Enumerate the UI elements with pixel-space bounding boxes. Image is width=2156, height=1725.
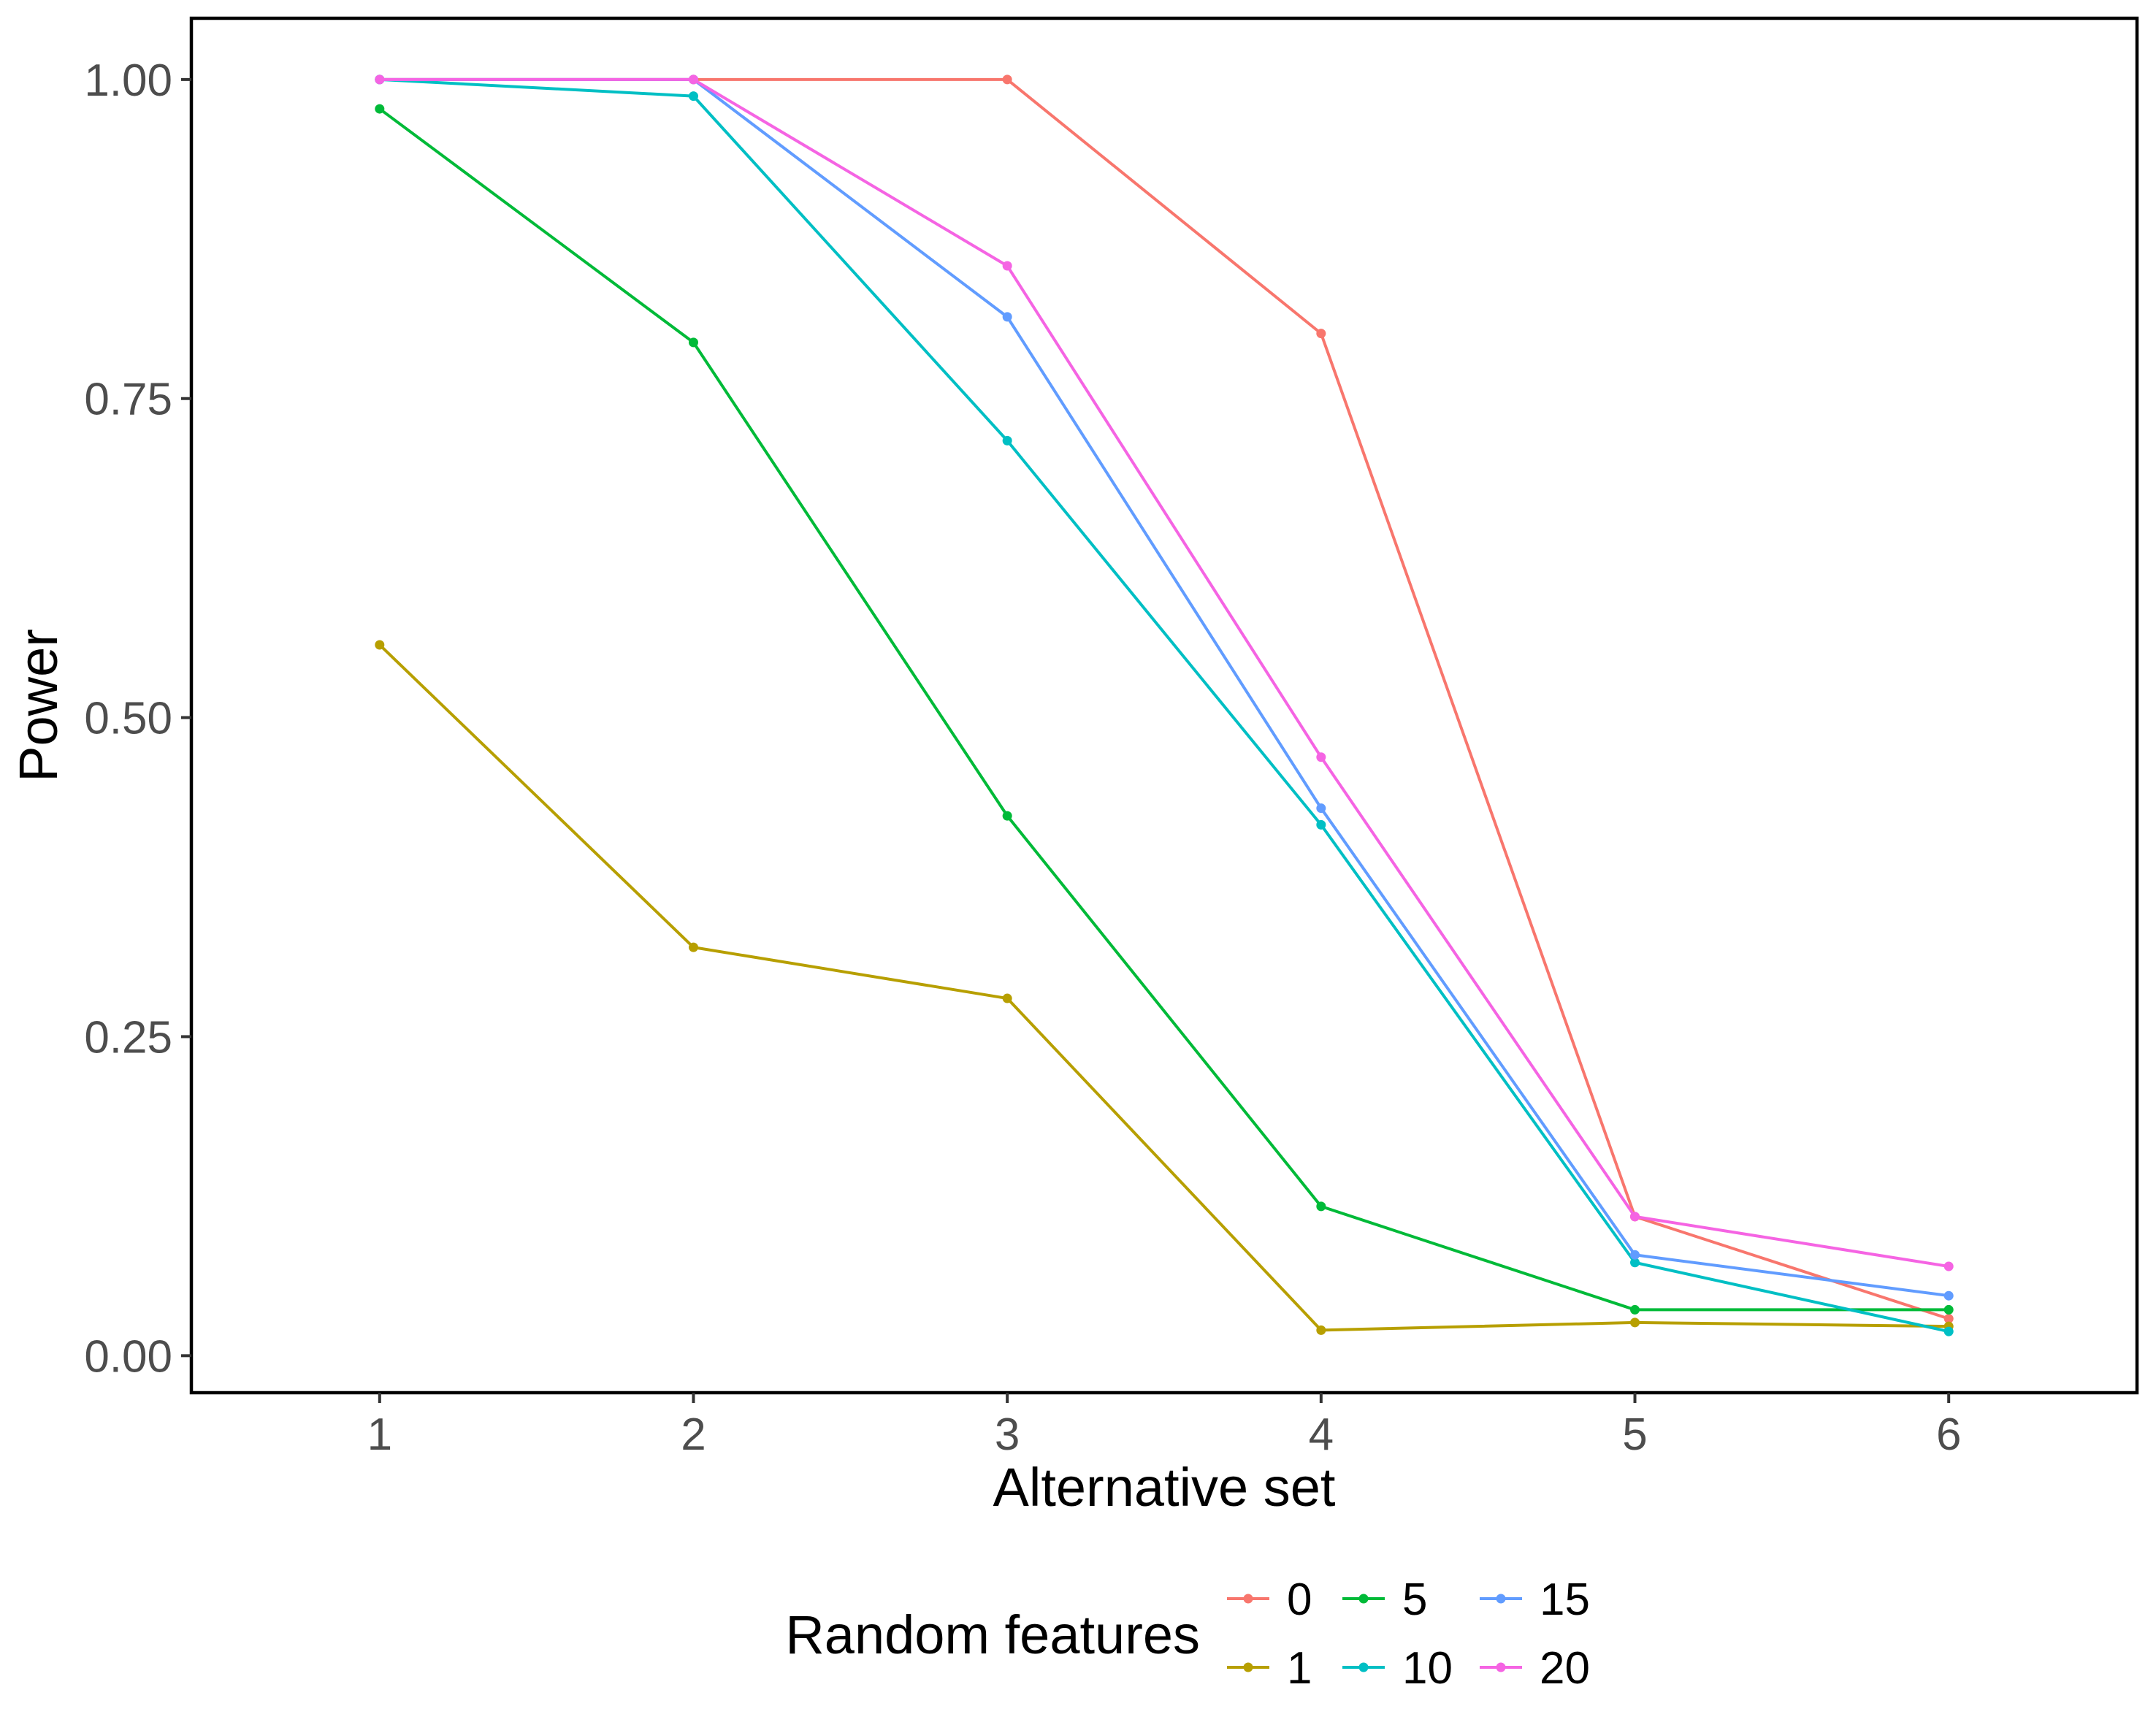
data-point: [1316, 803, 1326, 814]
data-point: [1943, 1326, 1954, 1336]
legend-item: 15: [1480, 1575, 1590, 1625]
legend-label: 20: [1540, 1643, 1590, 1694]
y-axis: 0.00 0.25 0.50 0.75 1.00: [84, 56, 191, 1382]
data-point: [375, 74, 385, 85]
y-tick-label: 1.00: [84, 56, 172, 106]
legend-item: 10: [1342, 1643, 1453, 1694]
data-point: [1943, 1304, 1954, 1315]
y-axis-title: Power: [8, 629, 69, 782]
series-line: [378, 643, 1949, 1332]
data-point: [1316, 1201, 1326, 1212]
x-axis: 1 2 3 4 5 6: [367, 1393, 1961, 1460]
series-line: [378, 107, 1949, 1312]
data-point: [688, 74, 698, 85]
data-point: [688, 337, 698, 348]
data-point: [688, 942, 698, 952]
data-point: [1630, 1250, 1640, 1260]
legend-label: 1: [1287, 1643, 1312, 1694]
data-point: [1316, 752, 1326, 762]
x-tick-label: 4: [1309, 1410, 1334, 1460]
legend-key-point: [1358, 1594, 1369, 1604]
x-axis-title: Alternative set: [993, 1457, 1336, 1518]
data-point: [1316, 819, 1326, 830]
data-point: [1002, 811, 1012, 821]
legend-key-point: [1496, 1594, 1506, 1604]
legend-item: 1: [1227, 1643, 1312, 1694]
x-tick-label: 1: [367, 1410, 392, 1460]
data-point: [688, 91, 698, 102]
data-point: [1630, 1212, 1640, 1222]
data-point: [1002, 435, 1012, 445]
series-5: [375, 104, 1954, 1315]
series-layer: [375, 74, 1954, 1336]
legend-item: 5: [1342, 1575, 1427, 1625]
legend-item: 0: [1227, 1575, 1312, 1625]
data-point: [1002, 312, 1012, 322]
plot-panel-border: [189, 16, 2139, 1395]
data-point: [1002, 74, 1012, 85]
series-line: [379, 77, 1949, 1334]
legend-title: Random features: [785, 1604, 1200, 1665]
data-point: [375, 104, 385, 114]
legend-key-point: [1243, 1662, 1253, 1672]
x-tick-label: 6: [1936, 1410, 1961, 1460]
legend-key-point: [1496, 1662, 1506, 1672]
legend-label: 15: [1540, 1575, 1590, 1625]
y-tick-label: 0.75: [84, 375, 172, 425]
legend-item: 20: [1480, 1643, 1590, 1694]
legend-key-point: [1358, 1662, 1369, 1672]
data-point: [1943, 1290, 1954, 1301]
y-tick-label: 0.50: [84, 694, 172, 744]
legend-key-point: [1243, 1594, 1253, 1604]
data-point: [1630, 1304, 1640, 1315]
y-tick-label: 0.00: [84, 1331, 172, 1382]
legend-label: 5: [1402, 1575, 1427, 1625]
data-point: [1002, 993, 1012, 1003]
x-tick-label: 2: [681, 1410, 706, 1460]
data-point: [1943, 1261, 1954, 1271]
series-20: [375, 74, 1954, 1271]
legend-label: 0: [1287, 1575, 1312, 1625]
data-point: [1002, 261, 1012, 271]
data-point: [1316, 1325, 1326, 1335]
series-line: [379, 77, 1949, 1268]
legend-label: 10: [1402, 1643, 1453, 1694]
data-point: [375, 640, 385, 650]
data-point: [1316, 329, 1326, 339]
data-point: [1943, 1314, 1954, 1324]
x-tick-label: 3: [995, 1410, 1020, 1460]
x-tick-label: 5: [1622, 1410, 1647, 1460]
data-point: [1630, 1317, 1640, 1328]
data-point: [1630, 1258, 1640, 1268]
y-tick-label: 0.25: [84, 1012, 172, 1063]
